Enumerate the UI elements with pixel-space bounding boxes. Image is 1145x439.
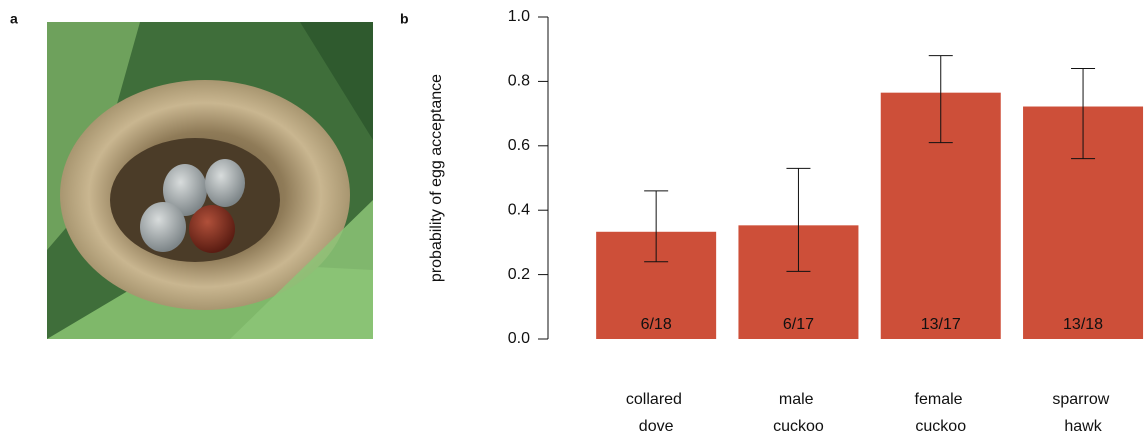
y-tick-label: 0.6 [508, 137, 530, 154]
value-label: 6/18 [641, 316, 672, 333]
y-tick-label: 0.8 [508, 73, 530, 90]
y-tick-label: 0.0 [508, 330, 530, 347]
y-tick-label: 1.0 [508, 8, 530, 25]
nest-photo [47, 22, 373, 339]
panel-label: a [10, 11, 18, 27]
y-tick-label: 0.4 [508, 201, 530, 218]
figure: a b probability of egg acceptance 0.0 0.2… [0, 0, 1145, 439]
value-label: 13/17 [921, 316, 961, 333]
y-axis-label: probability of egg acceptance [428, 74, 445, 282]
x-tick-label: male cuckoo [773, 391, 824, 435]
panel-label: b [400, 11, 409, 27]
value-label: 6/17 [783, 316, 814, 333]
y-tick-label: 0.2 [508, 266, 530, 283]
value-label: 13/18 [1063, 316, 1103, 333]
x-tick-label: collared dove [626, 391, 686, 435]
x-tick-label: sparrow hawk [1052, 391, 1113, 435]
x-tick-label: female cuckoo [915, 391, 967, 435]
